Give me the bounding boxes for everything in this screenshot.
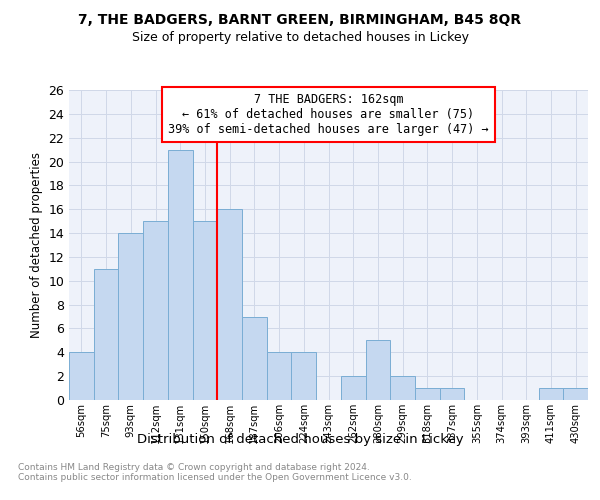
Bar xyxy=(193,221,217,400)
Bar xyxy=(390,376,415,400)
Bar xyxy=(292,352,316,400)
Y-axis label: Number of detached properties: Number of detached properties xyxy=(30,152,43,338)
Bar xyxy=(118,233,143,400)
Text: Contains HM Land Registry data © Crown copyright and database right 2024.
Contai: Contains HM Land Registry data © Crown c… xyxy=(18,462,412,482)
Bar xyxy=(217,209,242,400)
Text: Distribution of detached houses by size in Lickey: Distribution of detached houses by size … xyxy=(137,432,463,446)
Bar xyxy=(563,388,588,400)
Bar xyxy=(415,388,440,400)
Text: Size of property relative to detached houses in Lickey: Size of property relative to detached ho… xyxy=(131,31,469,44)
Text: 7 THE BADGERS: 162sqm
← 61% of detached houses are smaller (75)
39% of semi-deta: 7 THE BADGERS: 162sqm ← 61% of detached … xyxy=(168,93,489,136)
Bar xyxy=(94,269,118,400)
Bar xyxy=(267,352,292,400)
Bar xyxy=(341,376,365,400)
Bar xyxy=(365,340,390,400)
Bar xyxy=(242,316,267,400)
Bar xyxy=(143,221,168,400)
Bar xyxy=(69,352,94,400)
Bar xyxy=(539,388,563,400)
Bar xyxy=(440,388,464,400)
Bar xyxy=(168,150,193,400)
Text: 7, THE BADGERS, BARNT GREEN, BIRMINGHAM, B45 8QR: 7, THE BADGERS, BARNT GREEN, BIRMINGHAM,… xyxy=(79,12,521,26)
